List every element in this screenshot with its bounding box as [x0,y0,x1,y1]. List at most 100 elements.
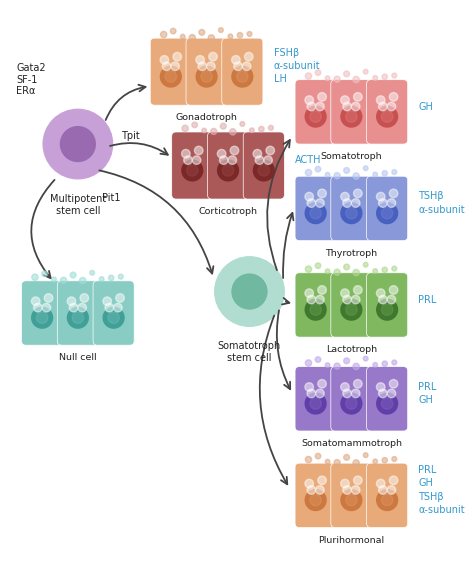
Circle shape [341,299,362,320]
Circle shape [382,171,387,176]
Text: FSHβ
α-subunit
LH: FSHβ α-subunit LH [273,48,320,84]
Circle shape [344,358,349,364]
FancyBboxPatch shape [366,463,408,527]
Circle shape [346,111,357,122]
Circle shape [316,295,324,304]
Circle shape [240,121,245,126]
Circle shape [373,362,378,367]
Circle shape [187,165,198,176]
Circle shape [305,192,313,201]
Circle shape [258,165,270,176]
Circle shape [363,453,368,458]
Circle shape [325,459,330,464]
Circle shape [90,270,94,275]
Circle shape [60,126,95,162]
Circle shape [346,208,357,219]
Circle shape [346,304,357,315]
Circle shape [196,66,217,87]
Circle shape [307,102,316,111]
Circle shape [377,299,398,320]
Circle shape [305,266,311,272]
Circle shape [32,274,38,280]
Circle shape [392,170,397,175]
Circle shape [373,172,378,177]
Circle shape [72,312,83,323]
Circle shape [305,383,313,391]
FancyBboxPatch shape [222,38,263,105]
Circle shape [373,269,378,273]
Circle shape [377,490,398,510]
Circle shape [34,303,42,312]
Circle shape [341,479,349,488]
Circle shape [389,476,398,485]
Text: Pit1: Pit1 [102,193,120,203]
Circle shape [253,150,262,158]
Circle shape [192,122,198,128]
Circle shape [377,393,398,414]
FancyBboxPatch shape [208,132,248,199]
Circle shape [100,277,104,281]
Circle shape [184,156,192,164]
Circle shape [116,294,124,302]
FancyBboxPatch shape [295,463,336,527]
Circle shape [305,393,326,414]
Circle shape [318,189,327,198]
FancyBboxPatch shape [172,132,213,199]
Circle shape [334,172,340,179]
Circle shape [382,267,387,273]
Circle shape [341,393,362,414]
Circle shape [310,494,321,506]
Circle shape [354,189,362,198]
Circle shape [217,150,226,158]
Circle shape [392,360,397,365]
Circle shape [307,199,316,208]
Text: Somatomammotroph: Somatomammotroph [301,439,402,448]
FancyBboxPatch shape [331,80,372,144]
Circle shape [315,166,321,172]
Circle shape [67,297,76,306]
Circle shape [344,264,349,270]
Circle shape [315,70,321,75]
Circle shape [351,389,360,397]
Circle shape [52,277,56,282]
Circle shape [325,172,330,177]
Circle shape [316,486,324,494]
Circle shape [173,52,182,61]
Circle shape [234,62,242,70]
Text: Null cell: Null cell [59,353,97,362]
FancyBboxPatch shape [295,176,336,240]
FancyBboxPatch shape [57,281,99,345]
Circle shape [310,304,321,315]
Circle shape [230,146,239,155]
Circle shape [232,274,267,309]
Circle shape [377,203,398,223]
Circle shape [237,71,248,82]
Circle shape [229,129,236,135]
Circle shape [353,173,359,179]
Circle shape [67,307,88,328]
Circle shape [171,62,179,70]
Circle shape [305,479,313,488]
Circle shape [305,73,311,79]
Circle shape [382,74,387,79]
Circle shape [31,297,40,306]
Circle shape [192,156,201,164]
Circle shape [389,189,398,198]
Circle shape [196,56,204,64]
Circle shape [160,56,169,64]
FancyBboxPatch shape [186,38,227,105]
Circle shape [343,295,351,304]
Text: Plurihormonal: Plurihormonal [319,536,384,544]
Circle shape [228,34,233,39]
Circle shape [305,106,326,127]
Circle shape [351,486,360,494]
Circle shape [242,62,251,70]
Circle shape [382,494,393,506]
Circle shape [307,486,316,494]
Circle shape [382,304,393,315]
FancyBboxPatch shape [295,367,336,431]
Circle shape [387,389,396,397]
Circle shape [325,363,330,367]
Circle shape [310,208,321,219]
Circle shape [78,303,86,312]
